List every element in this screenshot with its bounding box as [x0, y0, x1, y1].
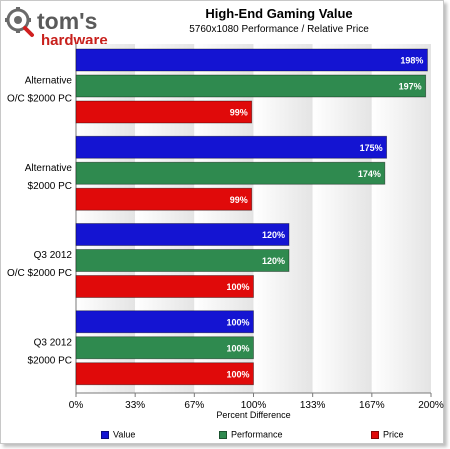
bar-value-0 — [75, 48, 428, 72]
category-label: Q3 2012 O/C $2000 PC — [7, 250, 72, 279]
bar-data-label: 198% — [400, 56, 423, 66]
category-label: Q3 2012 $2000 PC — [28, 337, 73, 366]
legend-item-value: Value — [101, 429, 135, 440]
bar-data-label: 174% — [358, 169, 381, 179]
grid-bands — [76, 44, 431, 393]
bars: 198% 175% 120% 100% 197% 174% 120% 100% 99% 99% 10… — [75, 48, 428, 386]
x-tick-label: 200% — [418, 400, 444, 411]
bar-performance-2 — [75, 249, 290, 272]
grid-band — [312, 44, 372, 393]
bar-price-0 — [75, 100, 253, 124]
bar-performance-0 — [75, 74, 427, 98]
grid-band — [371, 44, 431, 393]
bar-chart-plot: 198% 175% 120% 100% 197% 174% 120% 100% 99% 99% 10… — [7, 44, 444, 411]
bar-data-label: 197% — [399, 82, 422, 92]
legend-item-price: Price — [371, 429, 404, 440]
legend-item-performance: Performance — [219, 429, 283, 440]
chart-frame: tom's hardware High-End Gaming Value 576… — [0, 0, 444, 444]
bar-value-1 — [75, 135, 388, 159]
bar-value-2 — [75, 223, 290, 246]
chart-title: High-End Gaming Value — [205, 6, 353, 21]
category-label: Alternative $2000 PC — [25, 163, 73, 192]
bar-data-label: 120% — [262, 230, 285, 240]
legend: Value Performance Price — [1, 429, 445, 443]
x-tick-label: 0% — [69, 400, 84, 411]
category-label: Alternative O/C $2000 PC — [7, 76, 72, 105]
x-tick-label: 100% — [241, 400, 267, 411]
x-tick-label: 133% — [300, 400, 326, 411]
bar-data-label: 100% — [226, 369, 249, 379]
bar-performance-3 — [75, 336, 254, 360]
legend-label-value: Value — [113, 429, 136, 440]
bar-performance-1 — [75, 161, 386, 185]
bar-data-label: 100% — [226, 343, 249, 353]
legend-label-price: Price — [383, 429, 404, 440]
legend-swatch-price — [371, 430, 379, 439]
bar-price-3 — [75, 362, 254, 386]
x-tick-labels: 0% 33% 67% 100% 133% 167% 200% — [69, 400, 444, 411]
bar-data-label: 99% — [230, 195, 248, 205]
bar-price-1 — [75, 187, 253, 211]
chart-subtitle: 5760x1080 Performance / Relative Price — [189, 24, 369, 35]
bar-data-label: 100% — [226, 282, 249, 292]
x-tick-label: 67% — [184, 400, 204, 411]
legend-swatch-performance — [219, 430, 227, 439]
grid-band — [253, 44, 313, 393]
x-tick-label: 33% — [125, 400, 145, 411]
legend-label-performance: Performance — [231, 429, 283, 440]
category-labels: Alternative O/C $2000 PC Alternative $2000 … — [7, 76, 72, 367]
x-tick-label: 167% — [359, 400, 385, 411]
bar-data-label: 100% — [226, 317, 249, 327]
bar-price-2 — [75, 275, 254, 298]
bar-data-label: 99% — [230, 108, 248, 118]
legend-swatch-value — [101, 430, 109, 439]
bar-data-label: 175% — [360, 143, 383, 153]
bar-data-label: 120% — [262, 256, 285, 266]
logo-brand-text: tom's — [37, 8, 97, 34]
bar-value-3 — [75, 310, 254, 334]
x-axis-label: Percent Difference — [216, 410, 291, 420]
